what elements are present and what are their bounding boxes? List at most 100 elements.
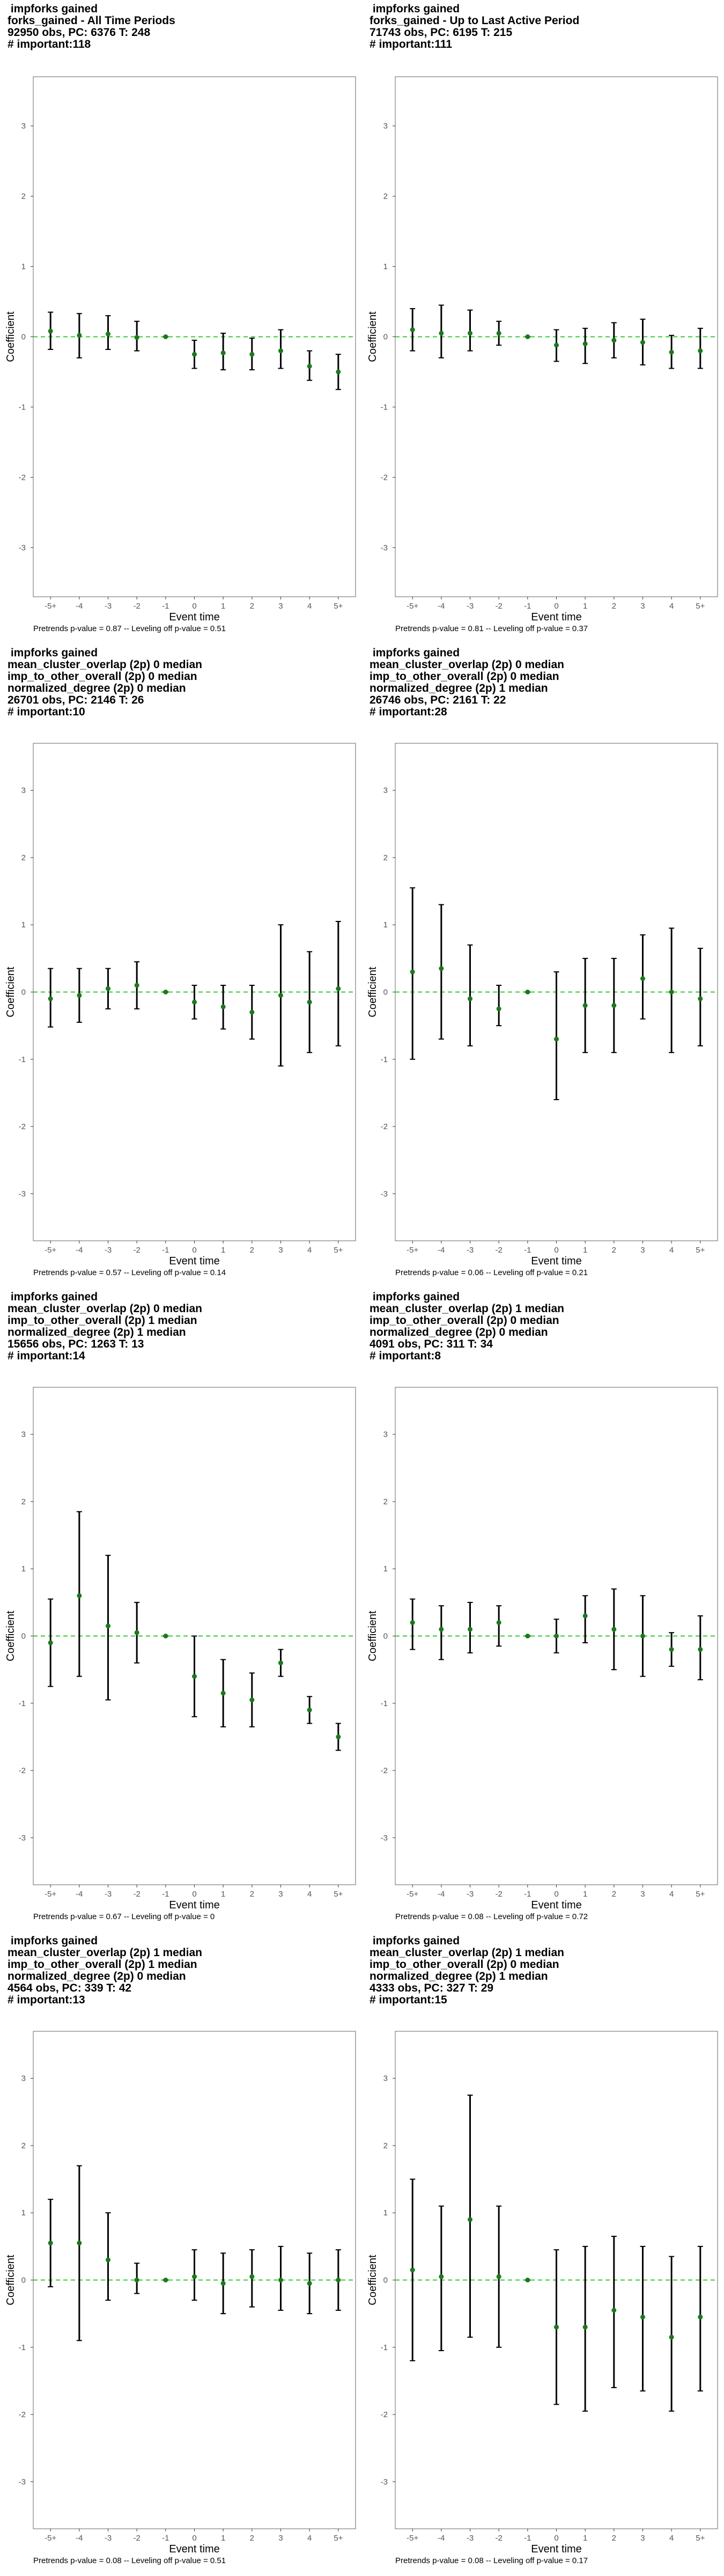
coefficient-point — [48, 2241, 53, 2246]
x-tick-label: 0 — [192, 2534, 196, 2543]
panel-title: impforks gained mean_cluster_overlap (2p… — [8, 647, 202, 718]
title-line: imp_to_other_overall (2p) 0 median — [370, 1958, 559, 1971]
title-line: 26701 obs, PC: 2146 T: 26 — [8, 694, 144, 706]
x-tick-label: 4 — [669, 2534, 674, 2543]
title-line: 92950 obs, PC: 6376 T: 248 — [8, 26, 151, 39]
x-tick-label: -4 — [438, 1246, 445, 1255]
coefficient-point — [410, 2267, 415, 2273]
title-line: mean_cluster_overlap (2p) 0 median — [8, 658, 202, 671]
title-line: mean_cluster_overlap (2p) 1 median — [370, 1302, 564, 1315]
x-tick-label: 2 — [250, 1246, 254, 1255]
y-tick-label: -3 — [381, 543, 388, 552]
panel-title: impforks gained forks_gained - All Time … — [8, 3, 175, 50]
x-tick-label: 5+ — [334, 1246, 343, 1255]
coefficient-point — [525, 990, 530, 994]
x-tick-label: -1 — [524, 1890, 531, 1899]
y-tick-label: 2 — [383, 853, 388, 862]
x-tick-label: 2 — [250, 1890, 254, 1899]
coefficient-point — [554, 342, 559, 348]
coefficient-point — [611, 1627, 617, 1632]
coefficient-point — [439, 1627, 444, 1632]
coefficient-point — [582, 1613, 588, 1619]
y-tick-label: -1 — [19, 1055, 26, 1064]
y-axis-title: Coefficient — [5, 1611, 17, 1662]
chart-panel-8: impforks gained mean_cluster_overlap (2p… — [362, 1932, 724, 2576]
coefficient-point — [554, 1036, 559, 1042]
y-axis-title: Coefficient — [5, 311, 17, 362]
x-tick-label: 2 — [612, 1890, 616, 1899]
coefficient-point — [468, 1627, 473, 1632]
x-tick-label: -2 — [134, 602, 141, 611]
coefficient-point — [220, 1690, 226, 1696]
title-line: # important:10 — [8, 706, 85, 718]
x-tick-label: 0 — [192, 1890, 196, 1899]
coefficient-point — [439, 2274, 444, 2279]
coefficient-point — [669, 990, 674, 994]
coefficient-point — [468, 331, 473, 336]
coefficient-point — [336, 2278, 341, 2282]
coefficient-point — [249, 1009, 255, 1015]
title-line: mean_cluster_overlap (2p) 1 median — [8, 1946, 202, 1959]
coefficient-point — [249, 2274, 255, 2279]
x-tick-label: 1 — [583, 602, 587, 611]
coefficient-point — [496, 1006, 501, 1012]
coefficient-point — [220, 1004, 226, 1009]
coefficient-point — [307, 363, 312, 369]
coefficient-point — [410, 327, 415, 332]
x-tick-label: 1 — [221, 2534, 225, 2543]
x-tick-label: 5+ — [334, 1890, 343, 1899]
title-line: normalized_degree (2p) 0 median — [8, 1970, 186, 1982]
coefficient-point — [468, 2217, 473, 2222]
x-tick-label: -4 — [76, 1246, 83, 1255]
x-tick-label: -1 — [162, 602, 169, 611]
y-tick-label: 2 — [383, 192, 388, 201]
title-line: # important:15 — [370, 1994, 447, 2006]
coefficient-point — [307, 999, 312, 1005]
chart-panel-1: impforks gained forks_gained - All Time … — [0, 0, 362, 644]
x-tick-label: -4 — [76, 1890, 83, 1899]
title-line: imp_to_other_overall (2p) 1 median — [8, 1958, 197, 1971]
coefficient-point — [77, 993, 82, 998]
coefficient-point — [134, 983, 139, 988]
event-study-plot: -3 -2 -1 0 1 2 3 -5+ -4 -3 -2 -1 0 1 2 3 4 5+ Event time Co… — [367, 2031, 718, 2555]
title-line: impforks gained — [370, 3, 460, 15]
x-tick-label: 4 — [307, 1890, 312, 1899]
title-line: impforks gained — [8, 1935, 98, 1947]
x-tick-label: -5+ — [407, 1890, 418, 1899]
y-tick-label: -3 — [19, 1833, 26, 1842]
coefficient-point — [77, 2241, 82, 2246]
y-tick-label: 1 — [383, 920, 388, 930]
x-axis-title: Event time — [531, 2543, 581, 2555]
title-line: 4564 obs, PC: 339 T: 42 — [8, 1982, 132, 1994]
y-axis-title: Coefficient — [5, 2255, 17, 2306]
coefficient-point — [496, 2274, 501, 2279]
x-tick-label: 2 — [250, 2534, 254, 2543]
x-tick-label: 4 — [307, 1246, 312, 1255]
x-tick-label: 4 — [307, 602, 312, 611]
x-tick-label: -2 — [134, 1246, 141, 1255]
x-tick-label: 3 — [640, 1246, 645, 1255]
pvalue-footnote: Pretrends p-value = 0.87 -- Leveling off… — [33, 624, 226, 633]
coefficient-point — [163, 2278, 168, 2282]
title-line: 4091 obs, PC: 311 T: 34 — [370, 1338, 493, 1350]
y-tick-label: -3 — [381, 1833, 388, 1842]
title-line: # important:13 — [8, 1994, 85, 2006]
coefficient-point — [106, 986, 111, 991]
y-tick-label: -1 — [381, 1699, 388, 1708]
x-axis-title: Event time — [169, 611, 219, 623]
chart-panel-5: impforks gained mean_cluster_overlap (2p… — [0, 1288, 362, 1932]
x-tick-label: 0 — [192, 1246, 196, 1255]
y-tick-label: -1 — [19, 2343, 26, 2352]
panel-title: impforks gained mean_cluster_overlap (2p… — [370, 1291, 564, 1362]
coefficient-point — [410, 1620, 415, 1625]
panel-title: impforks gained mean_cluster_overlap (2p… — [370, 1935, 564, 2006]
coefficient-point — [439, 331, 444, 336]
x-tick-label: -5+ — [407, 1246, 418, 1255]
y-tick-label: 0 — [21, 1632, 26, 1641]
coefficient-point — [192, 352, 197, 357]
chart-panel-2: impforks gained forks_gained - Up to Las… — [362, 0, 724, 644]
y-tick-label: 0 — [21, 2276, 26, 2285]
x-tick-label: 0 — [554, 602, 558, 611]
y-tick-label: 1 — [21, 1564, 26, 1574]
x-tick-label: -2 — [496, 602, 503, 611]
